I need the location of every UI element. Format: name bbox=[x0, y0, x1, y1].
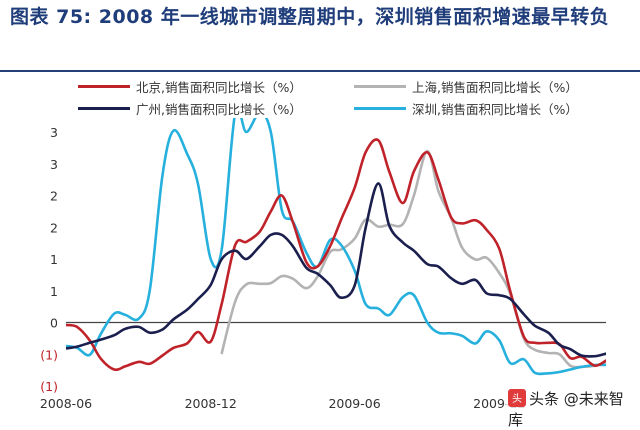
legend-swatch-beijing bbox=[78, 84, 130, 88]
series-line-beijing bbox=[66, 138, 606, 372]
y-tick-label: (1) bbox=[40, 379, 58, 394]
y-tick-label: 2 bbox=[50, 220, 58, 235]
x-tick-label: 2009-06 bbox=[328, 396, 380, 411]
watermark: 头 头条 @未来智库 bbox=[506, 388, 640, 430]
legend-item-shanghai: 上海,销售面积同比增长（%） bbox=[354, 76, 578, 96]
x-tick-label: 2008-12 bbox=[185, 396, 237, 411]
y-tick-label: 3 bbox=[50, 125, 58, 140]
legend-label-guangzhou: 广州,销售面积同比增长（%） bbox=[136, 101, 302, 117]
legend-label-shenzhen: 深圳,销售面积同比增长（%） bbox=[412, 101, 578, 117]
y-tick-label: 2 bbox=[50, 189, 58, 204]
svg-text:头: 头 bbox=[512, 393, 522, 405]
legend-label-beijing: 北京,销售面积同比增长（%） bbox=[136, 79, 302, 95]
legend-swatch-shenzhen bbox=[354, 106, 406, 110]
series-line-guangzhou bbox=[66, 182, 606, 358]
legend-swatch-guangzhou bbox=[78, 106, 130, 110]
title-divider bbox=[0, 70, 640, 72]
series-line-shenzhen bbox=[66, 118, 606, 376]
legend-item-beijing: 北京,销售面积同比增长（%） bbox=[78, 76, 302, 96]
y-tick-label: 1 bbox=[50, 284, 58, 299]
figure-title: 图表 75: 2008 年一线城市调整周期中，深圳销售面积增速最早转负 bbox=[10, 6, 610, 28]
series-line-shanghai bbox=[220, 149, 606, 369]
x-tick-label: 2008-06 bbox=[40, 396, 92, 411]
y-tick-label: 1 bbox=[50, 252, 58, 267]
y-axis: 3 3 2 2 1 1 0 (1) (1) bbox=[40, 125, 58, 394]
x-axis: 2008-06 2008-12 2009-06 2009-12 bbox=[40, 396, 525, 411]
chart-legend: 北京,销售面积同比增长（%） 上海,销售面积同比增长（%） 广州,销售面积同比增… bbox=[78, 76, 638, 120]
legend-label-shanghai: 上海,销售面积同比增长（%） bbox=[412, 79, 578, 95]
y-tick-label: (1) bbox=[40, 347, 58, 362]
series-layer bbox=[66, 118, 606, 376]
legend-item-shenzhen: 深圳,销售面积同比增长（%） bbox=[354, 98, 578, 118]
y-tick-label: 3 bbox=[50, 157, 58, 172]
toutiao-logo-icon: 头 bbox=[508, 389, 526, 407]
y-tick-label: 0 bbox=[50, 316, 58, 331]
legend-swatch-shanghai bbox=[354, 84, 406, 88]
legend-item-guangzhou: 广州,销售面积同比增长（%） bbox=[78, 98, 302, 118]
